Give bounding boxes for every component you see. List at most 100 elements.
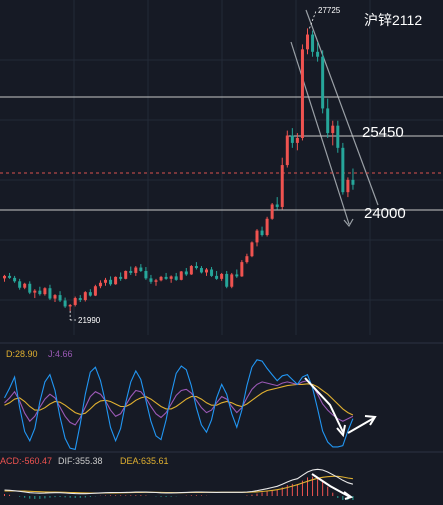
candle-body-63	[321, 56, 325, 109]
channel-lower-line	[290, 41, 350, 225]
candle-body-9	[48, 288, 52, 299]
macd-readout-dif: DIF:355.38	[58, 456, 103, 466]
candle-body-23	[119, 276, 123, 279]
candle-body-13	[68, 304, 72, 307]
candle-body-30	[154, 280, 158, 282]
candle-body-47	[240, 262, 244, 277]
candle-body-66	[336, 125, 340, 148]
candle-body-61	[311, 34, 315, 52]
macd-dif-line	[4, 468, 354, 495]
candle-body-68	[346, 179, 350, 193]
candle-body-48	[245, 256, 249, 263]
grid-lines	[0, 0, 443, 453]
kdj-arrow-up-head	[364, 415, 377, 426]
candle-body-55	[280, 165, 284, 207]
candle-body-1	[8, 275, 12, 278]
kdj-arrow-up	[347, 417, 375, 434]
candle-body-14	[73, 298, 77, 305]
kdj-j-line	[4, 359, 354, 451]
macd-arrow-down	[311, 473, 351, 498]
candle-body-11	[58, 295, 62, 301]
macd-dea-line	[4, 475, 353, 494]
candle-body-17	[88, 292, 92, 296]
candle-body-49	[250, 242, 254, 257]
candle-body-50	[255, 230, 259, 243]
candle-body-69	[351, 179, 355, 185]
candle-body-7	[38, 290, 42, 295]
candle-body-59	[300, 49, 304, 138]
candle-body-54	[275, 204, 279, 207]
candle-body-22	[114, 276, 118, 285]
candle-body-20	[104, 279, 107, 283]
kdj-arrow-down-head	[336, 424, 346, 438]
candle-body-51	[260, 230, 264, 236]
kdj-arrow-down	[304, 377, 344, 433]
candle-body-10	[53, 295, 57, 299]
candle-body-52	[265, 218, 269, 236]
candle-body-2	[13, 277, 17, 282]
candle-body-65	[331, 125, 335, 134]
kdj-readout-d: D:28.90	[6, 349, 38, 359]
candle-body-18	[93, 286, 97, 296]
candle-body-57	[290, 135, 294, 143]
candle-body-12	[63, 300, 67, 307]
kdj-readout-j: J:4.66	[48, 349, 73, 359]
candle-body-16	[83, 292, 87, 301]
candle-body-36	[184, 271, 188, 275]
candle-body-56	[285, 135, 289, 166]
candle-body-45	[230, 274, 234, 287]
candle-body-64	[326, 108, 330, 134]
macd-indicator	[4, 468, 354, 500]
candle-body-4	[23, 283, 27, 288]
candle-body-38	[194, 266, 198, 269]
level-label-25450: 25450	[362, 124, 404, 141]
candle-body-5	[28, 283, 32, 293]
channel-arrowhead	[343, 218, 354, 228]
candle-body-40	[205, 269, 208, 273]
candle-body-27	[139, 267, 143, 271]
candle-body-21	[109, 279, 113, 285]
candle-body-32	[164, 276, 168, 279]
annotation-high-leader	[309, 10, 317, 29]
candle-body-24	[124, 270, 128, 279]
candle-body-33	[169, 276, 173, 279]
candle-body-15	[78, 298, 82, 301]
candle-body-60	[306, 34, 309, 50]
candle-body-42	[215, 275, 219, 279]
annotation-low-label: 21990	[78, 316, 101, 325]
candle-body-62	[316, 51, 320, 57]
candle-body-39	[199, 268, 203, 273]
candle-body-28	[144, 270, 148, 279]
candle-body-31	[159, 276, 163, 281]
candle-series	[3, 28, 355, 311]
candle-body-53	[270, 204, 274, 219]
kdj-k-line	[4, 380, 354, 426]
candle-body-19	[98, 282, 102, 287]
price-annotations	[69, 10, 317, 321]
candle-body-34	[174, 276, 178, 280]
price-levels	[0, 96, 443, 211]
candle-body-46	[235, 274, 239, 277]
candle-body-43	[220, 273, 224, 279]
candle-body-35	[179, 271, 183, 280]
macd-arrow-head	[343, 491, 354, 500]
candle-body-44	[225, 273, 229, 287]
macd-readout-dea: DEA:635.61	[120, 456, 169, 466]
candle-body-58	[295, 137, 299, 143]
chart-title: 沪锌2112	[364, 12, 423, 28]
candle-body-3	[18, 281, 22, 288]
candle-body-0	[3, 275, 6, 279]
annotation-high-label: 27725	[318, 6, 341, 15]
candle-body-25	[129, 270, 133, 273]
candle-body-67	[341, 147, 345, 193]
candle-body-37	[189, 266, 193, 275]
macd-readout: ACD:-560.47	[0, 456, 53, 466]
kdj-indicator	[4, 359, 377, 451]
candle-body-26	[134, 267, 138, 273]
level-label-24000: 24000	[364, 205, 406, 222]
price-channel	[290, 9, 379, 228]
candle-body-6	[33, 290, 37, 293]
candle-body-29	[149, 278, 153, 282]
